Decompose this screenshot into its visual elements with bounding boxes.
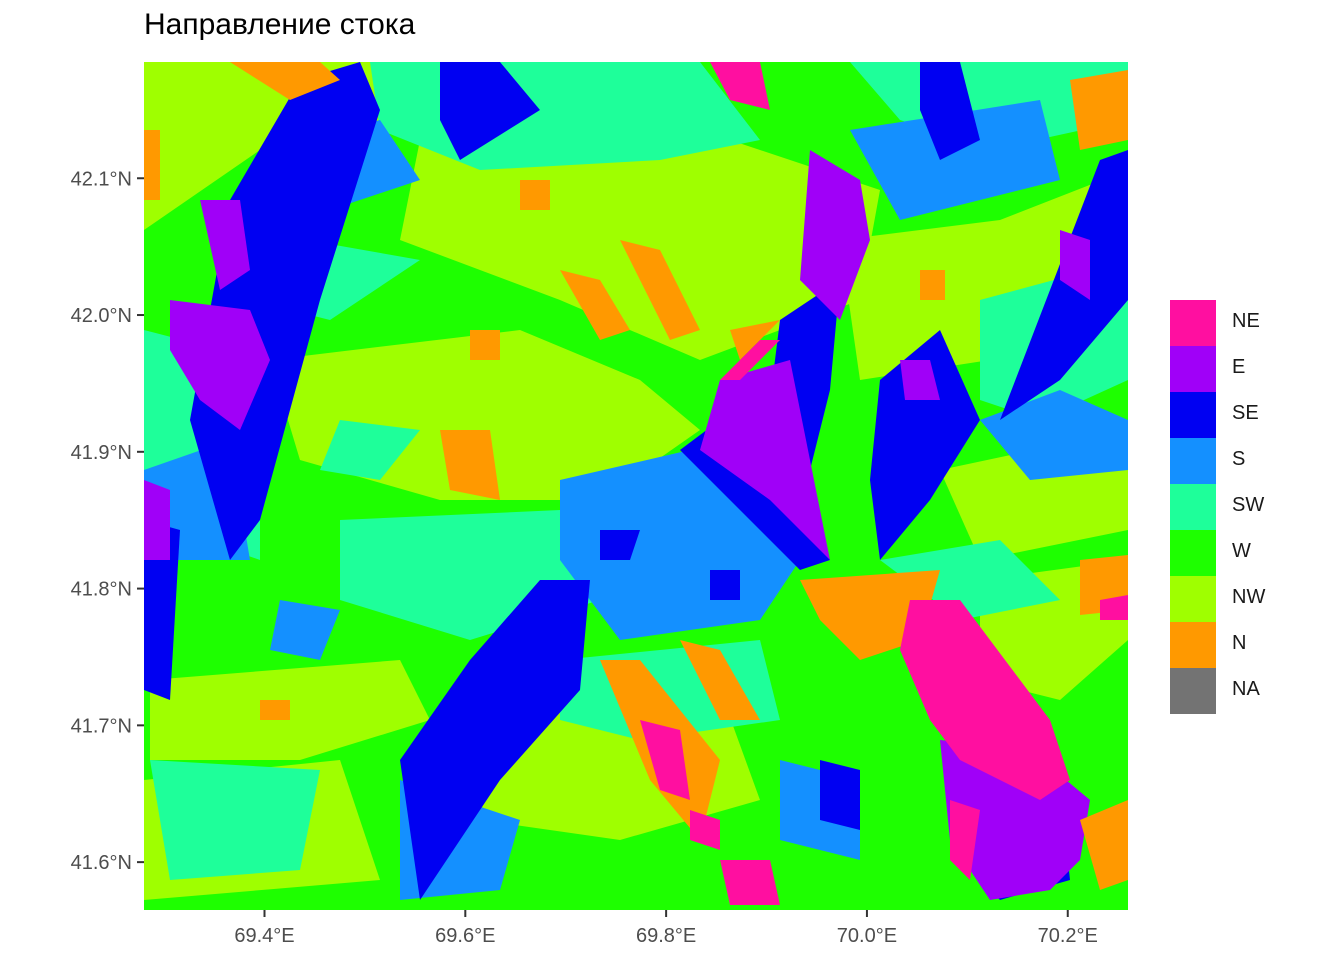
region-n [1080,800,1128,890]
legend-swatch [1170,392,1216,438]
region-e [170,300,270,430]
region-n [144,130,160,200]
legend-item-na: NA [1170,668,1344,714]
region-s [980,390,1128,480]
legend-swatch [1170,300,1216,346]
legend-swatch [1170,484,1216,530]
region-ne [950,800,980,880]
region-se [820,760,860,830]
region-n [260,700,290,720]
region-s [850,100,1060,220]
legend-label: W [1232,540,1251,562]
legend-item-ne: NE [1170,300,1344,346]
region-n [440,430,500,500]
legend-label: NA [1232,678,1260,700]
y-tick-label: 41.7°N [71,715,132,737]
legend-label: N [1232,632,1247,654]
region-sw [150,760,320,880]
region-ne [720,860,780,905]
legend-item-n: N [1170,622,1344,668]
region-ne [710,62,770,110]
y-tick-label: 41.6°N [71,852,132,874]
region-se [600,530,640,560]
legend-swatch [1170,438,1216,484]
region-se [1000,150,1128,420]
x-tick-label: 70.2°E [1038,925,1098,947]
region-se [920,62,980,160]
region-ne [690,810,720,850]
legend-item-w: W [1170,530,1344,576]
legend-swatch [1170,622,1216,668]
y-tick-label: 42.1°N [71,168,132,190]
y-tick-label: 42.0°N [71,305,132,327]
legend-item-se: SE [1170,392,1344,438]
chart-title: Направление стока [144,8,416,41]
legend-swatch [1170,668,1216,714]
region-ne [720,340,780,380]
region-n [520,180,550,210]
flow-direction-raster [144,62,1128,905]
region-e [800,150,870,320]
y-tick-label: 41.9°N [71,442,132,464]
region-n [920,270,945,300]
region-se [144,520,180,700]
region-e [200,200,250,290]
region-e [700,360,830,560]
legend-label: S [1232,448,1246,470]
region-e [900,360,940,400]
legend-label: SE [1232,402,1259,424]
legend-item-s: S [1170,438,1344,484]
region-se [400,580,590,900]
region-s [270,600,340,660]
region-e [1060,230,1090,300]
axes: 69.4°E 69.6°E 69.8°E 70.0°E 70.2°E 41.6°N 41.7… [71,168,1098,947]
region-ne [1100,595,1128,620]
legend-item-e: E [1170,346,1344,392]
x-tick-label: 69.4°E [234,925,294,947]
region-n [680,640,760,720]
x-tick-label: 70.0°E [837,925,897,947]
x-tick-label: 69.6°E [435,925,495,947]
region-se [710,570,740,600]
x-tick-label: 69.8°E [636,925,696,947]
region-n [620,240,700,340]
region-n [1070,70,1128,150]
legend-item-nw: NW [1170,576,1344,622]
region-ne [900,600,1070,800]
region-ne [640,720,690,800]
legend-swatch [1170,530,1216,576]
region-e [144,480,170,560]
region-se [440,62,540,160]
region-n [730,320,780,360]
legend-label: SW [1232,494,1265,516]
legend-label: NE [1232,310,1260,332]
region-n [230,62,340,100]
legend-label: NW [1232,586,1266,608]
region-sw [320,420,420,480]
legend-swatch [1170,576,1216,622]
region-sw [880,540,1060,620]
legend-item-sw: SW [1170,484,1344,530]
region-n [560,270,630,340]
y-tick-label: 41.8°N [71,579,132,601]
region-n [470,330,500,360]
region-sw [850,62,1128,150]
region-se [190,62,380,560]
legend-label: E [1232,356,1246,378]
legend-swatch [1170,346,1216,392]
region-se [870,330,980,560]
